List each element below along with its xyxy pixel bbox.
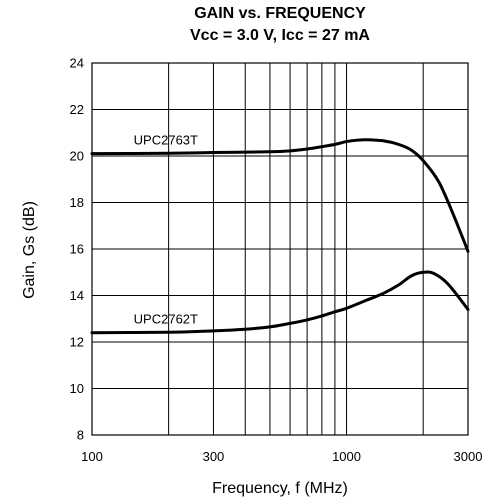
series-label-upc2762t: UPC2762T	[134, 312, 198, 327]
series-line-upc2763t	[90, 138, 470, 253]
x-tick-label: 100	[81, 449, 103, 464]
y-tick-label: 14	[70, 288, 84, 303]
y-tick-label: 24	[70, 56, 84, 71]
x-tick-label: 3000	[454, 449, 483, 464]
y-tick-label: 10	[70, 381, 84, 396]
y-tick-label: 22	[70, 102, 84, 117]
y-tick-label: 18	[70, 195, 84, 210]
series-line-upc2762t	[90, 270, 470, 335]
y-axis-label: Gain, Gs (dB)	[21, 201, 38, 299]
chart-title: GAIN vs. FREQUENCY	[194, 5, 366, 22]
x-tick-label: 300	[203, 449, 225, 464]
chart-subtitle: Vcc = 3.0 V, Icc = 27 mA	[190, 27, 370, 44]
x-axis-label: Frequency, f (MHz)	[212, 480, 348, 497]
series-label-upc2763t: UPC2763T	[134, 133, 198, 148]
y-tick-label: 12	[70, 335, 84, 350]
x-tick-label: 1000	[332, 449, 361, 464]
y-tick-label: 8	[77, 428, 84, 443]
y-tick-label: 16	[70, 242, 84, 257]
y-tick-label: 20	[70, 149, 84, 164]
